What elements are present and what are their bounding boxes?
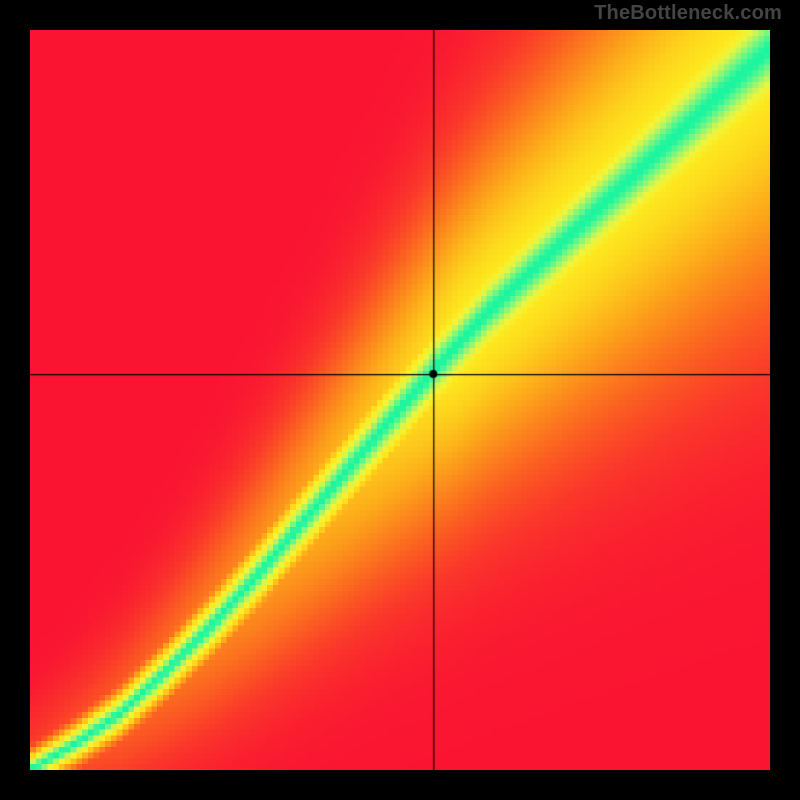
chart-frame: TheBottleneck.com [0, 0, 800, 800]
attribution-label: TheBottleneck.com [594, 2, 782, 25]
crosshair-overlay [30, 30, 770, 770]
